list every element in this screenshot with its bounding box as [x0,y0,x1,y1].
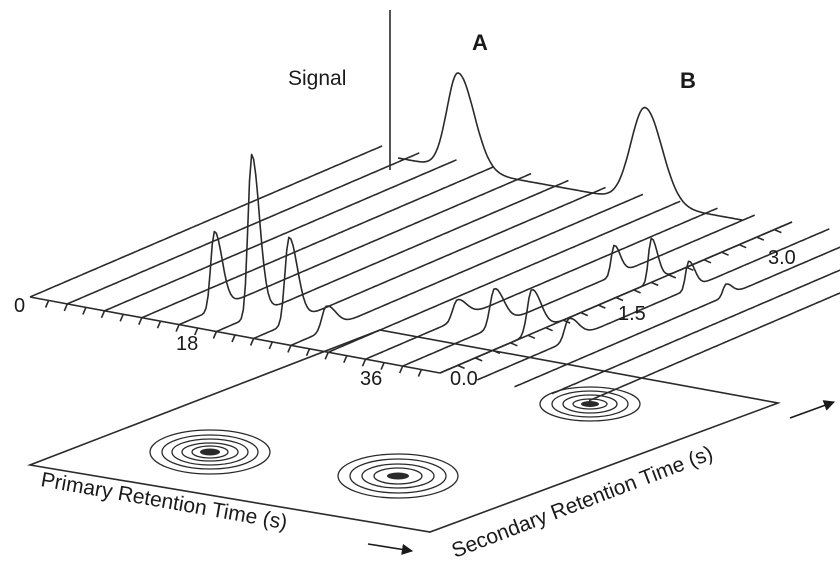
modulation-trace-5 [216,153,569,333]
primary-tick-label-18: 18 [176,333,198,355]
secondary-axis-arrow [789,400,836,419]
modulation-trace-8 [327,200,681,354]
secondary-minor-tick [721,251,729,256]
primary-minor-tick [63,303,69,312]
signal-label: Signal [288,67,346,90]
contour-plane [26,329,782,533]
primary-minor-tick [268,341,274,350]
secondary-minor-tick [580,311,589,317]
secondary-axis-title: Secondary Retention Time (s) [449,442,717,563]
modulation-trace-1 [66,152,420,305]
primary-minor-tick [156,320,162,329]
modulation-trace-3 [141,165,495,319]
modulation-trace-14 [551,269,840,395]
modulation-traces [29,145,840,402]
primary-axis-arrow [367,543,414,555]
primary-minor-tick [343,355,348,364]
secondary-minor-tick [492,349,501,355]
secondary-minor-tick [615,296,624,302]
primary-minor-tick [119,313,124,322]
primary-minor-tick [305,348,311,357]
primary-minor-tick [380,362,385,370]
primary-minor-ticks [44,300,423,377]
secondary-minor-ticks [457,228,782,370]
modulation-trace-13 [514,246,840,388]
projected-chromatogram [397,72,743,221]
secondary-tick-label-2: 3.0 [768,247,796,269]
primary-minor-tick [193,327,199,336]
chromatogram-floor [29,221,793,377]
secondary-minor-tick [738,243,747,249]
primary-minor-tick [100,310,106,319]
modulation-trace-15 [588,292,840,402]
primary-minor-tick [398,365,404,374]
modulation-trace-0 [29,145,383,298]
secondary-minor-tick [756,236,765,241]
secondary-tick-label-0: 0.0 [450,368,478,390]
peak-label-b: B [680,68,696,93]
primary-tick-label-36: 36 [360,368,382,390]
secondary-minor-tick [598,304,606,309]
primary-minor-tick [175,324,180,332]
primary-minor-tick [82,307,87,315]
modulation-trace-7 [290,193,644,347]
modulation-trace-2 [104,159,457,312]
primary-minor-tick [361,358,367,367]
primary-minor-tick [417,369,423,377]
contour-spot-1 [149,429,271,475]
primary-minor-tick [324,351,329,360]
contour-spot-2 [337,453,459,499]
secondary-tick-label-1: 1.5 [618,303,646,325]
primary-minor-tick [249,338,255,346]
primary-minor-tick [138,317,143,326]
primary-minor-tick [231,334,236,343]
secondary-minor-tick [668,274,677,279]
primary-minor-tick [287,345,292,353]
modulation-trace-6 [253,186,606,340]
primary-axis-title: Primary Retention Time (s) [39,468,289,534]
primary-tick-label-0: 0 [14,295,25,317]
secondary-minor-tick [457,364,465,370]
contour-plane-frame [26,329,782,533]
secondary-minor-tick [650,281,659,287]
primary-minor-tick [44,300,50,308]
secondary-minor-tick [527,334,536,340]
modulation-trace-4 [178,172,532,326]
secondary-minor-tick [703,259,712,264]
modulation-trace-12 [476,228,830,381]
primary-minor-tick [212,331,218,339]
contour-spot-3 [539,386,641,422]
secondary-minor-tick [510,342,518,347]
secondary-minor-tick [774,228,782,234]
secondary-minor-tick [545,326,553,332]
modulation-trace-9 [365,207,718,360]
peak-label-a: A [472,30,488,55]
secondary-minor-tick [633,289,641,294]
secondary-minor-tick [686,266,694,272]
secondary-minor-tick [474,357,483,362]
modulation-trace-11 [439,221,793,374]
modulation-trace-10 [402,214,756,367]
